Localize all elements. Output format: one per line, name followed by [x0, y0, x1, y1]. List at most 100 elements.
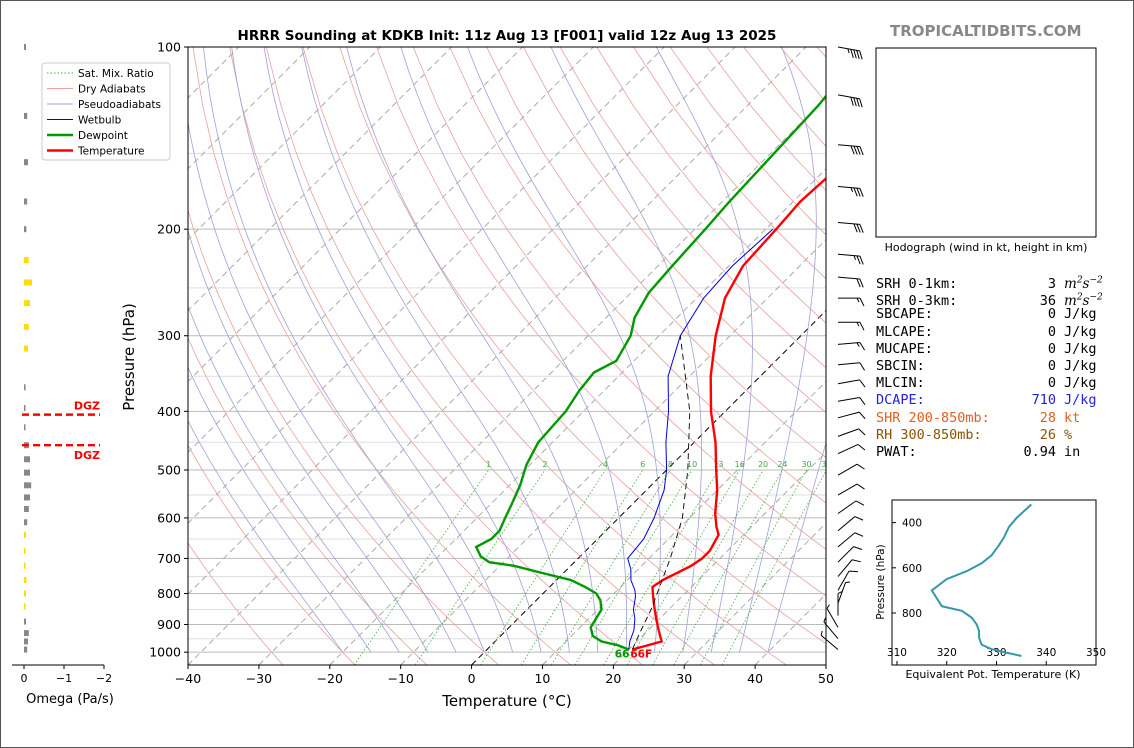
wind-barb-staff — [820, 634, 839, 650]
wind-barb-staff — [837, 483, 858, 496]
mixing-ratio-line — [521, 469, 644, 665]
omega-bar — [24, 345, 28, 352]
wind-barb — [837, 396, 866, 405]
wind-barb-flag — [850, 97, 854, 106]
wind-barbs — [820, 46, 866, 650]
wind-barb-staff — [826, 608, 839, 628]
wind-barb-flag — [856, 146, 861, 155]
surface-dewpoint-label: 66 — [615, 649, 630, 661]
mixing-ratio-line — [626, 469, 741, 665]
omega-bar — [24, 519, 28, 526]
stat-label: SBCIN: — [876, 357, 925, 374]
wind-barb-flag — [853, 49, 857, 59]
omega-bar — [24, 159, 28, 166]
dry-adiabat — [376, 47, 826, 597]
wind-barb-staff — [837, 443, 859, 455]
x-tick-label: 40 — [747, 671, 763, 686]
wind-barb-half-flag — [847, 48, 850, 54]
stat-label: PWAT: — [876, 443, 917, 460]
moist-adiabat — [188, 120, 457, 653]
moist-adiabat — [188, 420, 343, 653]
wind-barb-half-flag — [856, 322, 860, 327]
stat-label: SRH 0-3km: — [876, 292, 958, 309]
mixing-ratio-line — [353, 469, 490, 665]
omega-bar — [24, 646, 28, 653]
y-tick-label: 300 — [157, 328, 181, 343]
dry-adiabat — [229, 47, 643, 665]
stat-unit: kt — [1064, 409, 1081, 426]
omega-bar — [24, 630, 29, 637]
series-dewpoint — [474, 94, 826, 651]
theta-e-x-tick-label: 320 — [937, 647, 957, 659]
mixing-ratio-line — [699, 469, 807, 665]
series-wetbulb — [627, 228, 774, 650]
wind-barb-half-flag — [853, 255, 857, 260]
omega-bar — [24, 300, 30, 307]
stat-value: 0 — [1047, 306, 1056, 323]
omega-bar — [24, 384, 26, 391]
wind-barb — [837, 591, 843, 616]
stat-label: MLCAPE: — [876, 323, 933, 340]
stat-unit: J/kg — [1064, 306, 1097, 323]
wind-barb — [826, 604, 839, 628]
mixing-ratio-label: 16 — [735, 460, 745, 469]
theta-e-y-tick-label: 600 — [902, 563, 922, 575]
mixing-ratio-line — [550, 469, 671, 665]
wind-barb-flag — [853, 145, 858, 155]
wind-barb-flag — [856, 483, 865, 490]
wind-barb-flag — [859, 255, 864, 265]
mixing-ratio-label: 30 — [801, 460, 811, 469]
wind-barb-staff — [837, 144, 860, 148]
legend-entry: Wetbulb — [78, 115, 122, 127]
stat-unit: m2s−2 — [1064, 275, 1103, 292]
omega-bar — [24, 112, 28, 119]
omega-axis-label: Omega (Pa/s) — [26, 692, 114, 707]
wind-barb-flag — [859, 397, 866, 405]
wind-barb-staff — [837, 516, 856, 532]
omega-bar — [24, 494, 30, 501]
moist-adiabat — [263, 47, 542, 653]
wind-barb-flag — [853, 223, 858, 233]
wind-barb-staff — [837, 428, 859, 437]
dry-adiabat — [412, 47, 826, 550]
y-tick-label: 600 — [157, 510, 181, 525]
wind-barb — [837, 411, 866, 420]
stat-value: 36 — [1039, 292, 1056, 309]
wind-barb-flag — [856, 278, 861, 288]
y-tick-label: 800 — [157, 586, 181, 601]
wind-barb-flag — [859, 224, 864, 233]
stat-label: SHR 200-850mb: — [876, 409, 990, 426]
wind-barb — [837, 463, 865, 476]
dry-adiabat — [596, 47, 826, 324]
wind-barb-flag — [853, 97, 857, 107]
wind-barb-flag — [859, 379, 866, 388]
x-tick-label: 30 — [676, 671, 692, 686]
legend-entry: Sat. Mix. Ratio — [78, 68, 154, 80]
stat-label: MLCIN: — [876, 375, 925, 392]
wind-barb-flag — [856, 463, 865, 470]
moist-adiabat — [346, 47, 599, 653]
mixing-ratio-label: 2 — [542, 460, 547, 469]
x-tick-label: 10 — [534, 671, 550, 686]
isotherm — [258, 97, 826, 665]
dry-adiabat — [188, 209, 499, 665]
sounding-stats: SRH 0-1km: 3 m2s−2 SRH 0-3km: 36 m2s−2 SBCAPE:… — [876, 272, 1103, 461]
wind-barb — [838, 321, 865, 331]
wind-barb-flag — [850, 145, 855, 155]
stat-unit: J/kg — [1064, 375, 1097, 392]
dry-adiabat — [188, 336, 428, 665]
moist-adiabat — [188, 366, 372, 653]
wind-barb-staff — [837, 463, 858, 476]
wind-barb-flag — [854, 516, 864, 521]
omega-bar — [24, 562, 26, 569]
mixing-ratio-line — [480, 469, 606, 665]
stat-unit: in — [1064, 443, 1081, 460]
dry-adiabat — [188, 542, 284, 665]
dry-adiabat — [339, 47, 826, 644]
stat-label: SBCAPE: — [876, 306, 933, 323]
wind-barb-flag — [859, 362, 866, 371]
dry-adiabat — [486, 47, 826, 458]
wind-barb-staff — [837, 532, 856, 548]
wind-barb — [837, 570, 858, 591]
wind-barb-half-flag — [856, 342, 860, 347]
